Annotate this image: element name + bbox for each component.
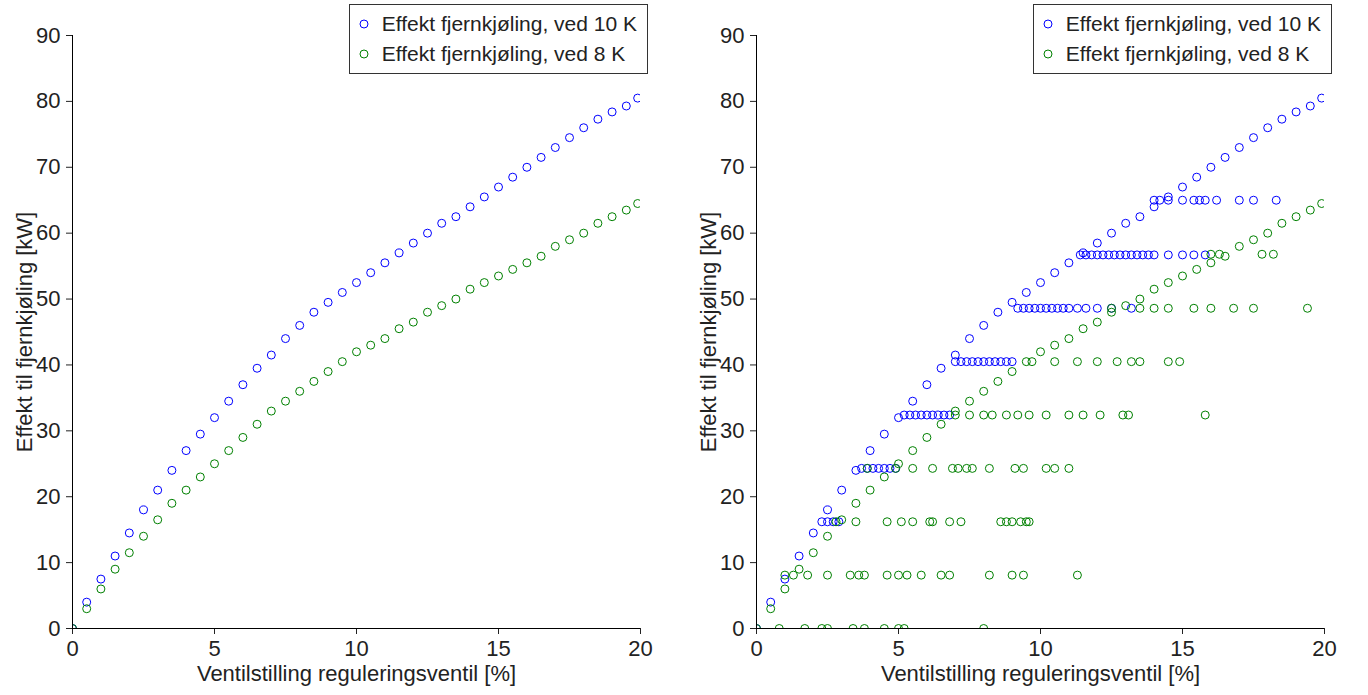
svg-text:Effekt til fjernkjøling [kW]: Effekt til fjernkjøling [kW] — [696, 212, 721, 452]
svg-text:40: 40 — [36, 352, 60, 377]
html-text:Effekt fjernkjøling, ved 8 K: Effekt fjernkjøling, ved 8 K — [1065, 42, 1310, 65]
svg-text:10: 10 — [1028, 636, 1052, 661]
svg-text:0: 0 — [48, 616, 60, 641]
svg-text:60: 60 — [720, 220, 744, 245]
svg-text:Ventilstilling reguleringsvent: Ventilstilling reguleringsventil [%] — [197, 661, 516, 686]
svg-text:70: 70 — [720, 154, 744, 179]
svg-text:Ventilstilling reguleringsvent: Ventilstilling reguleringsventil [%] — [881, 661, 1200, 686]
svg-text:30: 30 — [720, 418, 744, 443]
svg-text:50: 50 — [36, 286, 60, 311]
svg-text:10: 10 — [36, 550, 60, 575]
svg-text:20: 20 — [1312, 636, 1336, 661]
svg-text:Effekt til fjernkjøling [kW]: Effekt til fjernkjøling [kW] — [12, 212, 37, 452]
html-text:Effekt fjernkjøling, ved 10 K: Effekt fjernkjøling, ved 10 K — [381, 12, 637, 35]
svg-text:20: 20 — [36, 484, 60, 509]
svg-text:80: 80 — [36, 88, 60, 113]
svg-text:20: 20 — [720, 484, 744, 509]
svg-text:70: 70 — [36, 154, 60, 179]
svg-text:90: 90 — [720, 23, 744, 48]
svg-text:60: 60 — [36, 220, 60, 245]
svg-text:0: 0 — [750, 636, 762, 661]
svg-text:90: 90 — [36, 23, 60, 48]
svg-text:5: 5 — [892, 636, 904, 661]
svg-text:0: 0 — [66, 636, 78, 661]
svg-text:30: 30 — [36, 418, 60, 443]
svg-text:40: 40 — [720, 352, 744, 377]
svg-text:15: 15 — [486, 636, 510, 661]
svg-text:0: 0 — [732, 616, 744, 641]
html-text:Effekt fjernkjøling, ved 10 K: Effekt fjernkjøling, ved 10 K — [1065, 12, 1321, 35]
html-text:Effekt fjernkjøling, ved 8 K: Effekt fjernkjøling, ved 8 K — [381, 42, 626, 65]
svg-text:15: 15 — [1170, 636, 1194, 661]
svg-text:80: 80 — [720, 88, 744, 113]
svg-text:10: 10 — [344, 636, 368, 661]
svg-text:10: 10 — [720, 550, 744, 575]
svg-text:50: 50 — [720, 286, 744, 311]
svg-text:5: 5 — [208, 636, 220, 661]
svg-text:20: 20 — [628, 636, 652, 661]
